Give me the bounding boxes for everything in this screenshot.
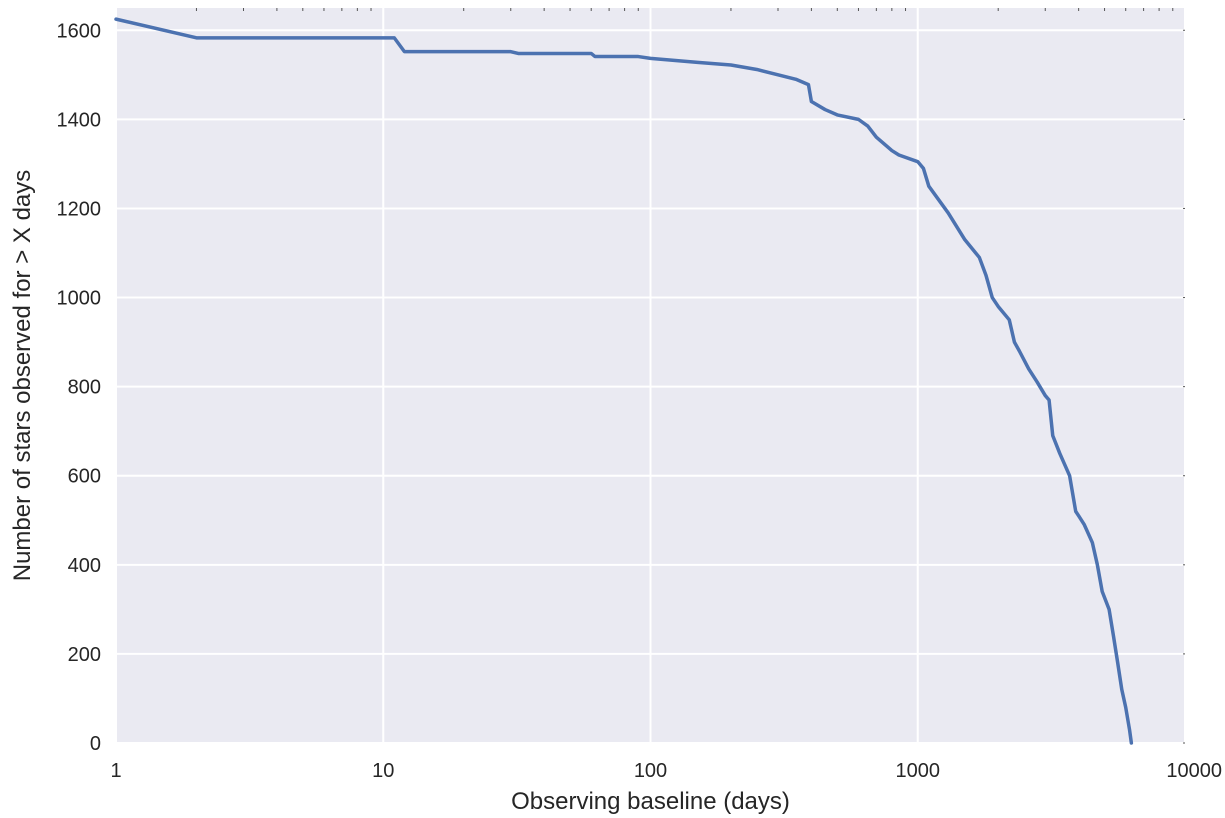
x-tick-label: 10000 <box>1166 760 1222 782</box>
y-axis-label: Number of stars observed for > X days <box>9 170 36 582</box>
y-tick-label: 0 <box>90 733 101 755</box>
grid <box>115 8 1186 744</box>
minor-ticks <box>195 8 1185 744</box>
y-tick-label: 1400 <box>57 109 102 131</box>
y-tick-label: 200 <box>68 644 101 666</box>
y-tick-label: 400 <box>68 555 101 577</box>
x-tick-label: 100 <box>634 760 667 782</box>
x-tick-label: 10 <box>372 760 394 782</box>
series-line <box>114 17 1134 745</box>
x-axis-label: Observing baseline (days) <box>511 788 790 815</box>
y-tick-label: 1600 <box>57 20 102 42</box>
y-tick-label: 600 <box>68 466 101 488</box>
x-tick-label: 1000 <box>896 760 941 782</box>
y-tick-label: 1000 <box>57 288 102 310</box>
y-tick-labels: 0 200 400 600 800 1000 1200 1400 1600 <box>57 20 102 755</box>
y-tick-label: 800 <box>68 377 101 399</box>
x-tick-label: 1 <box>110 760 121 782</box>
y-tick-label: 1200 <box>57 198 102 220</box>
x-tick-labels: 1 10 100 1000 10000 <box>110 760 1222 782</box>
